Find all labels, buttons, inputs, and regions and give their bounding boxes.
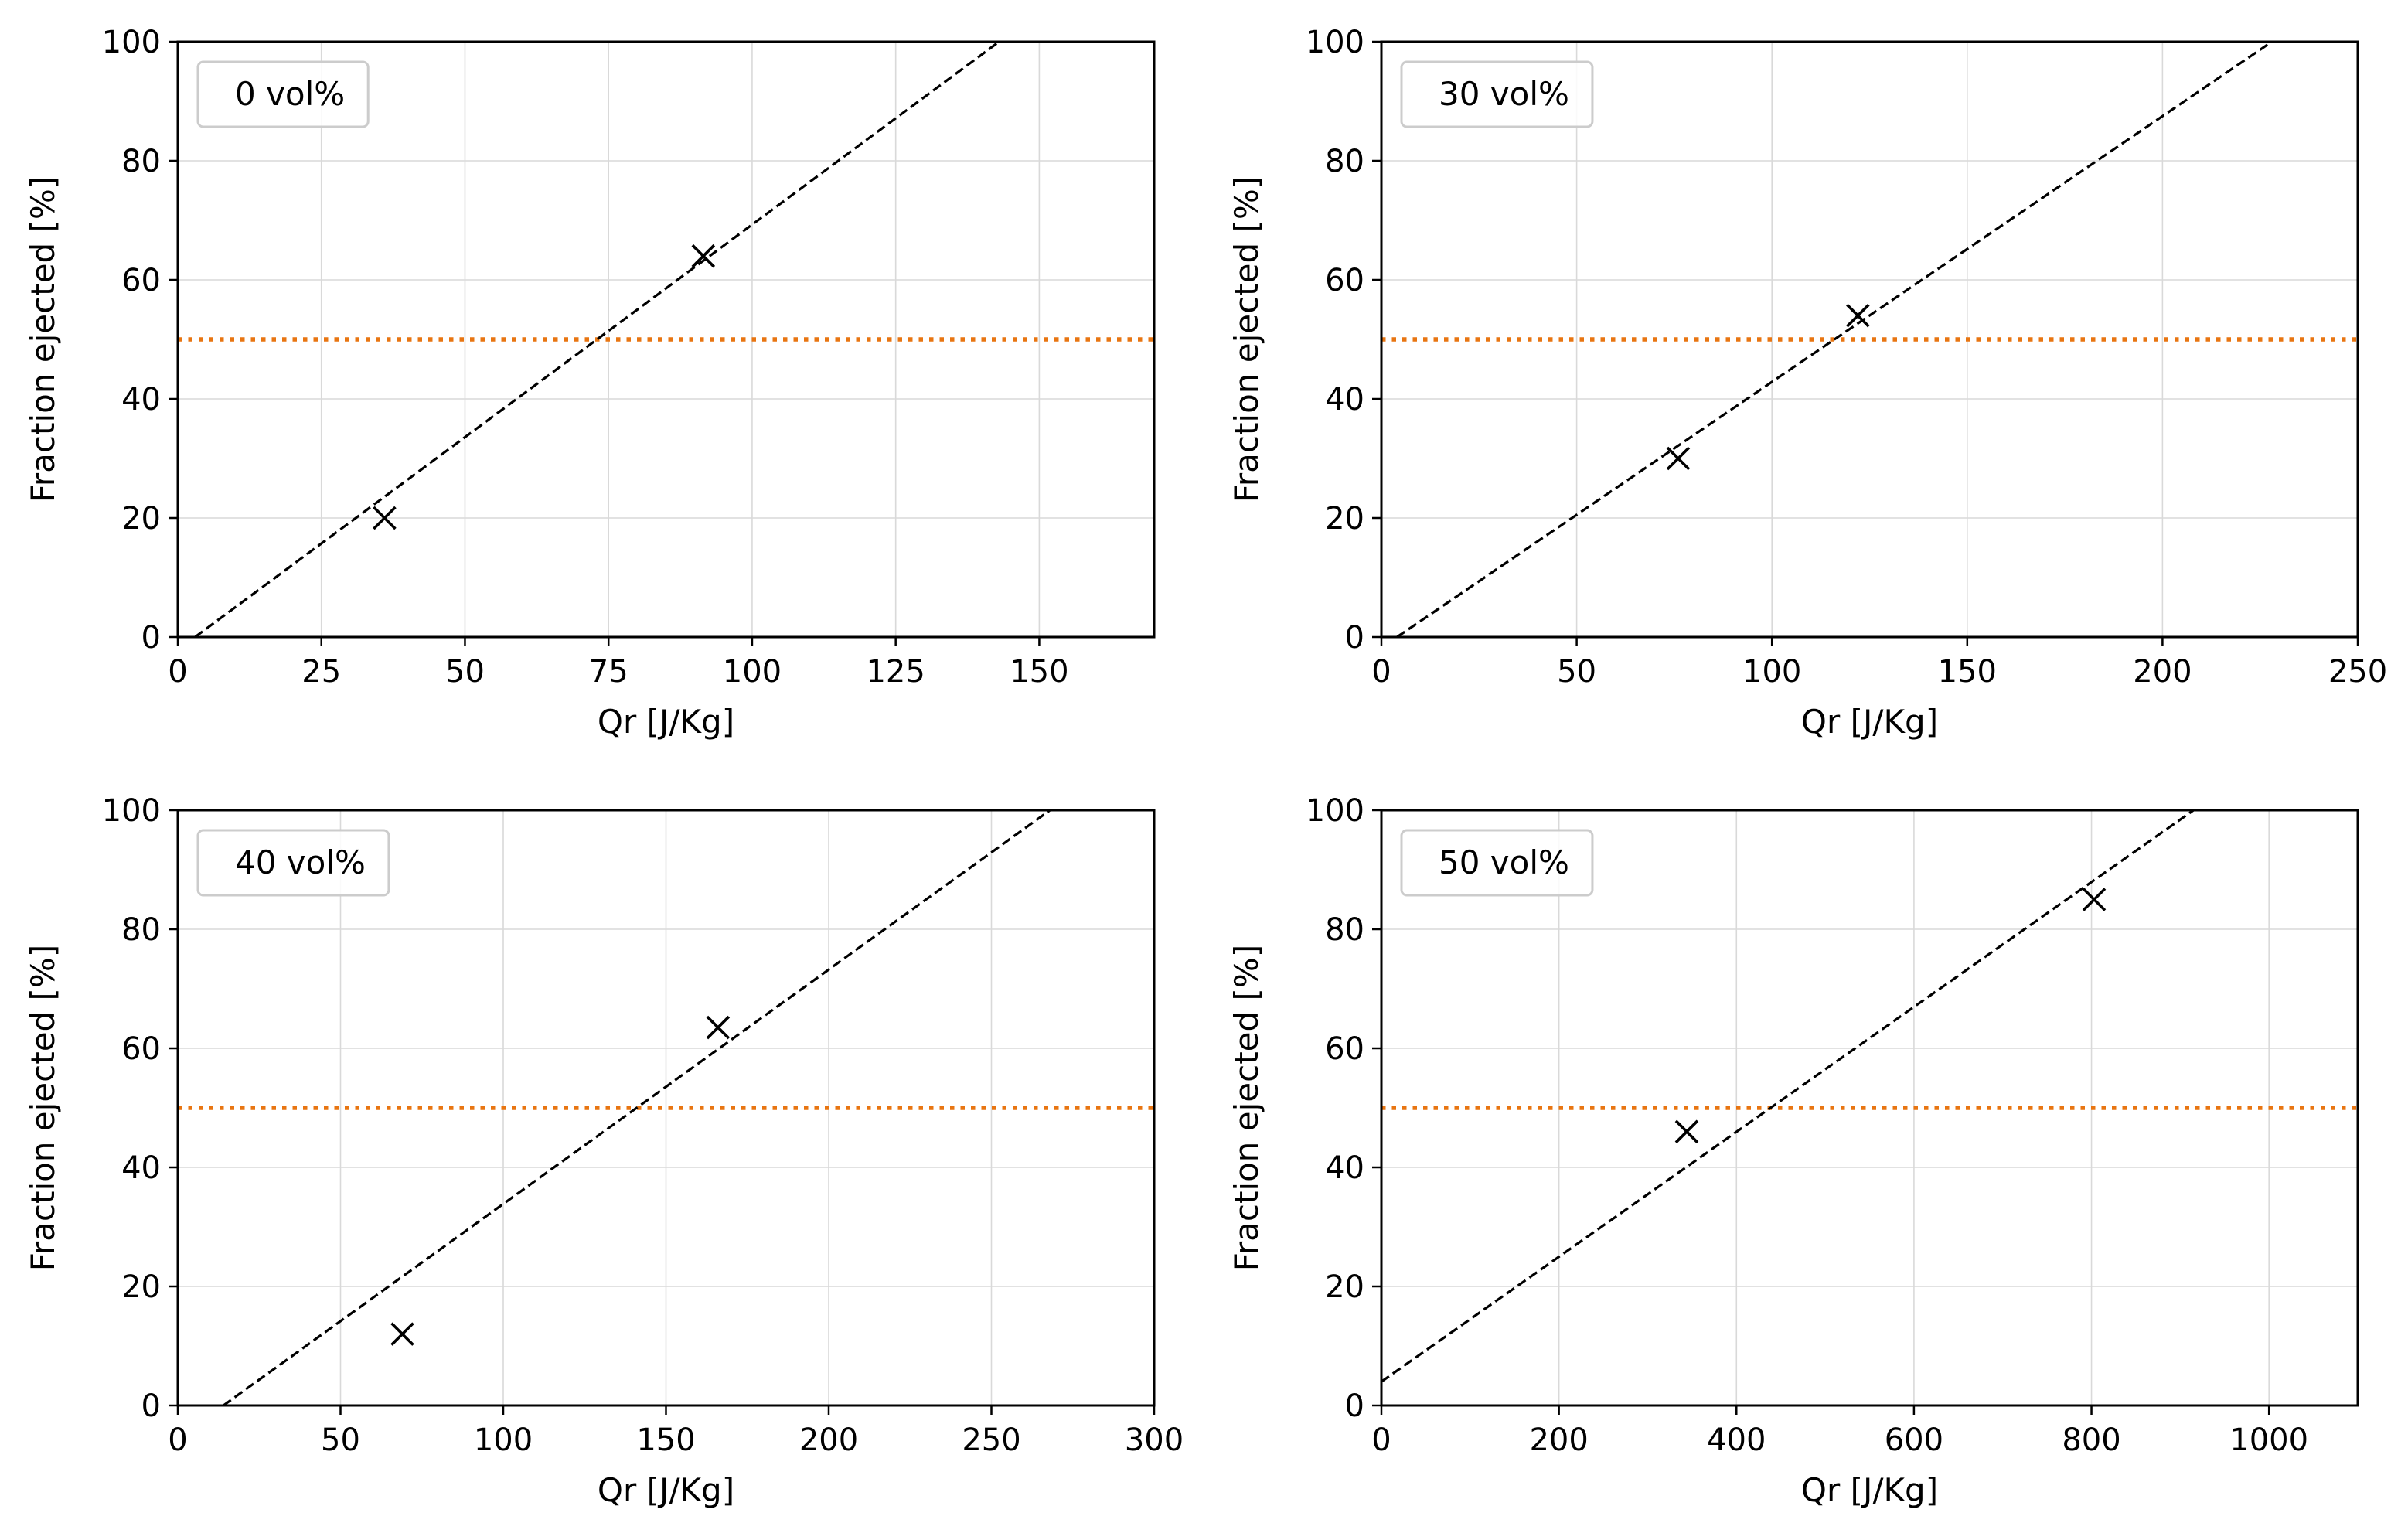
y-tick-label: 40 xyxy=(121,1150,161,1186)
x-tick-label: 50 xyxy=(1557,654,1596,690)
y-tick-label: 100 xyxy=(102,793,161,829)
y-axis-label: Fraction ejected [%] xyxy=(24,176,62,503)
marker-stroke xyxy=(373,506,397,530)
y-tick-label: 40 xyxy=(121,382,161,417)
data-point-1 xyxy=(1666,446,1691,471)
y-tick-label: 0 xyxy=(141,1388,161,1424)
legend-box xyxy=(1400,60,1594,128)
legend-box xyxy=(1400,829,1594,897)
y-tick-label: 40 xyxy=(1325,382,1364,417)
fit-line xyxy=(223,810,1051,1405)
x-axis-label: Qr [J/Kg] xyxy=(1801,703,1938,741)
chart-panel-1: 0 25 50 75 100 125 150 0 20 40 60 80 100 Qr [J/Kg] Fra… xyxy=(24,25,1156,741)
axes-frame xyxy=(1380,40,2359,639)
fit-line xyxy=(1381,810,2195,1383)
y-tick-label: 20 xyxy=(121,501,161,537)
x-axis-label: Qr [J/Kg] xyxy=(1801,1471,1938,1509)
legend-box xyxy=(196,60,370,128)
legend-box xyxy=(196,829,390,897)
x-tick-label: 100 xyxy=(474,1422,533,1458)
y-tick-label: 0 xyxy=(1345,620,1364,656)
x-tick-label: 100 xyxy=(1742,654,1801,690)
y-tick-label: 80 xyxy=(121,144,161,179)
legend: 50 vol% xyxy=(1400,829,1594,897)
x-tick-label: 150 xyxy=(636,1422,695,1458)
y-axis-label: Fraction ejected [%] xyxy=(1228,176,1265,503)
marker-stroke xyxy=(1674,1119,1699,1144)
y-tick-label: 60 xyxy=(121,1031,161,1067)
marker-stroke xyxy=(2082,888,2107,911)
marker-stroke xyxy=(691,244,716,268)
y-tick-label: 20 xyxy=(1325,501,1364,537)
y-tick-label: 80 xyxy=(121,912,161,948)
x-tick-label: 800 xyxy=(2062,1422,2120,1458)
data-point-2 xyxy=(1846,303,1870,328)
x-tick-label: 75 xyxy=(589,654,628,690)
y-tick-label: 60 xyxy=(1325,263,1364,298)
x-tick-label: 0 xyxy=(1371,1422,1391,1458)
x-tick-label: 150 xyxy=(1010,654,1068,690)
legend: 40 vol% xyxy=(196,829,390,897)
x-tick-label: 1000 xyxy=(2229,1422,2308,1458)
data-point-2 xyxy=(706,1015,731,1040)
x-tick-label: 0 xyxy=(168,1422,187,1458)
axes-frame xyxy=(176,40,1156,639)
y-tick-label: 60 xyxy=(1325,1031,1364,1067)
x-tick-label: 0 xyxy=(1371,654,1391,690)
y-tick-label: 40 xyxy=(1325,1150,1364,1186)
x-tick-label: 0 xyxy=(168,654,187,690)
x-tick-label: 125 xyxy=(866,654,925,690)
y-tick-label: 100 xyxy=(102,25,161,60)
y-tick-label: 20 xyxy=(1325,1269,1364,1305)
data-point-1 xyxy=(373,506,397,530)
x-tick-label: 150 xyxy=(1938,654,1997,690)
data-point-2 xyxy=(2082,888,2107,911)
y-tick-label: 100 xyxy=(1306,25,1364,60)
x-tick-label: 50 xyxy=(321,1422,360,1458)
y-axis-label: Fraction ejected [%] xyxy=(1228,945,1265,1271)
data-point-1 xyxy=(390,1322,414,1346)
legend-label: 40 vol% xyxy=(235,843,366,881)
x-tick-label: 300 xyxy=(1125,1422,1184,1458)
x-tick-label: 100 xyxy=(723,654,782,690)
y-tick-label: 60 xyxy=(121,263,161,298)
x-axis-label: Qr [J/Kg] xyxy=(598,703,734,741)
chart-panel-3: 0 50 100 150 200 250 300 0 20 40 60 80 100 Qr [J/Kg] F… xyxy=(24,793,1184,1509)
y-tick-label: 20 xyxy=(121,1269,161,1305)
legend: 0 vol% xyxy=(196,60,370,128)
y-tick-label: 80 xyxy=(1325,144,1364,179)
data-point-1 xyxy=(1674,1119,1699,1144)
legend-label: 30 vol% xyxy=(1439,75,1569,113)
x-tick-label: 400 xyxy=(1707,1422,1766,1458)
axes-frame xyxy=(1380,809,2359,1407)
y-tick-label: 80 xyxy=(1325,912,1364,948)
y-tick-label: 0 xyxy=(141,620,161,656)
fit-line xyxy=(1396,42,2273,637)
x-tick-label: 600 xyxy=(1885,1422,1943,1458)
y-tick-label: 100 xyxy=(1306,793,1364,829)
data-point-2 xyxy=(691,244,716,268)
marker-stroke xyxy=(706,1015,731,1040)
x-tick-label: 25 xyxy=(301,654,341,690)
marker-stroke xyxy=(1846,303,1870,328)
chart-panel-4: 0 200 400 600 800 1000 0 20 40 60 80 100 Qr [J/Kg] Fr… xyxy=(1228,793,2359,1509)
marker-stroke xyxy=(390,1322,414,1346)
x-tick-label: 250 xyxy=(962,1422,1020,1458)
x-tick-label: 250 xyxy=(2328,654,2387,690)
x-tick-label: 200 xyxy=(799,1422,858,1458)
y-axis-label: Fraction ejected [%] xyxy=(24,945,62,1271)
y-tick-label: 0 xyxy=(1345,1388,1364,1424)
x-axis-label: Qr [J/Kg] xyxy=(598,1471,734,1509)
marker-stroke xyxy=(1666,446,1691,471)
legend: 30 vol% xyxy=(1400,60,1594,128)
x-tick-label: 200 xyxy=(1529,1422,1588,1458)
legend-label: 50 vol% xyxy=(1439,843,1569,881)
x-tick-label: 50 xyxy=(445,654,485,690)
x-tick-label: 200 xyxy=(2133,654,2192,690)
legend-label: 0 vol% xyxy=(235,75,345,113)
